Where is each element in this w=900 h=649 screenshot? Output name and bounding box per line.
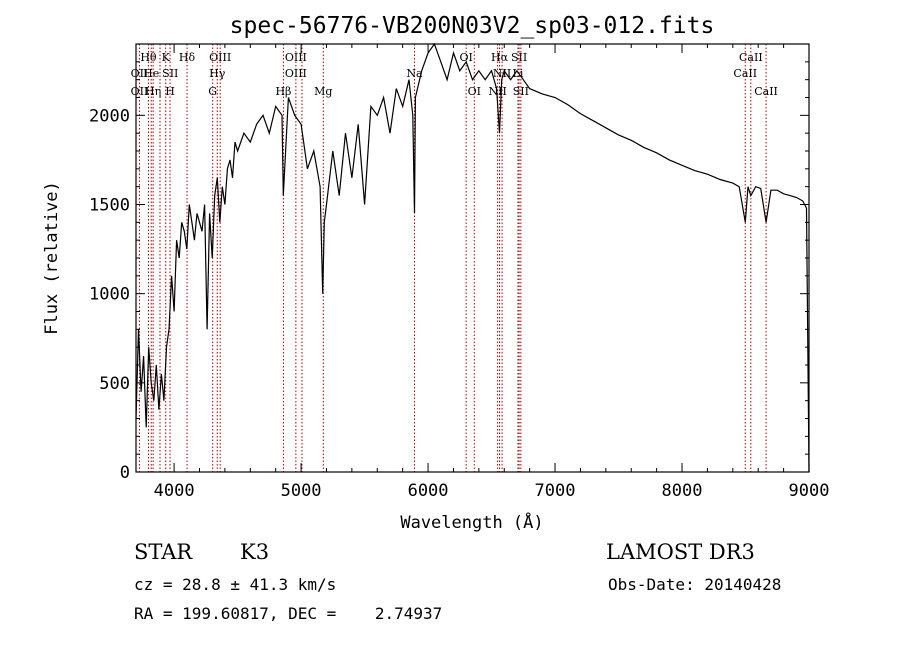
line-label: Hα: [491, 51, 509, 64]
object-subclass: K3: [240, 540, 270, 564]
line-label: NII: [488, 85, 506, 98]
line-label: Mg: [314, 85, 332, 98]
y-tick-label: 1000: [89, 285, 130, 305]
line-label: CaII: [733, 67, 757, 80]
line-label: OII: [131, 67, 149, 80]
chart-title: spec-56776-VB200N03V2_sp03-012.fits: [230, 13, 715, 39]
x-axis-label: Wavelength (Å): [400, 511, 543, 533]
plot-frame: [135, 43, 810, 473]
x-tick-label: 6000: [408, 481, 449, 501]
x-tick-label: 5000: [281, 481, 322, 501]
y-tick-label: 2000: [89, 106, 130, 126]
y-tick-label: 0: [120, 463, 130, 483]
x-tick-label: 7000: [535, 481, 576, 501]
line-label: K: [162, 51, 171, 64]
survey-name: LAMOST DR3: [606, 540, 755, 564]
line-label: Hγ: [209, 67, 226, 80]
y-axis: 0 500 1000 1500 2000: [89, 43, 809, 483]
line-label: Hβ: [275, 85, 291, 98]
redshift-velocity: cz = 28.8 ± 41.3 km/s: [134, 575, 337, 594]
object-class: STAR: [134, 540, 193, 564]
line-label: OIII: [285, 51, 307, 64]
y-tick-label: 500: [99, 374, 130, 394]
line-label: OIII: [285, 67, 307, 80]
y-tick-label: 1500: [89, 196, 130, 216]
line-label: H: [165, 85, 175, 98]
coordinates: RA = 199.60817, DEC = 2.74937: [134, 604, 443, 623]
line-label: NII: [493, 67, 511, 80]
emission-line-markers: [138, 44, 767, 472]
line-label: He: [143, 67, 159, 80]
x-tick-label: 4000: [154, 481, 195, 501]
line-label: SII: [511, 51, 527, 64]
line-label: OI: [459, 51, 472, 64]
line-label: Hδ: [179, 51, 196, 64]
line-label: OII: [131, 85, 149, 98]
line-label: Hη: [145, 85, 161, 98]
line-label: Hθ: [140, 51, 157, 64]
line-label: CaII: [754, 85, 778, 98]
x-axis: 4000 5000 6000 7000 8000 9000: [154, 44, 830, 501]
observation-date: Obs-Date: 20140428: [608, 575, 782, 594]
line-label: OI: [468, 85, 481, 98]
line-label: OIII: [209, 51, 231, 64]
line-label: SII: [162, 67, 178, 80]
line-label: Na: [406, 67, 423, 80]
x-tick-label: 8000: [662, 481, 703, 501]
line-label: SII: [513, 85, 529, 98]
x-tick-label: 9000: [789, 481, 830, 501]
y-axis-label: Flux (relative): [42, 181, 62, 335]
line-label: CaII: [739, 51, 763, 64]
line-label: G: [208, 85, 217, 98]
series-line: [135, 42, 810, 473]
